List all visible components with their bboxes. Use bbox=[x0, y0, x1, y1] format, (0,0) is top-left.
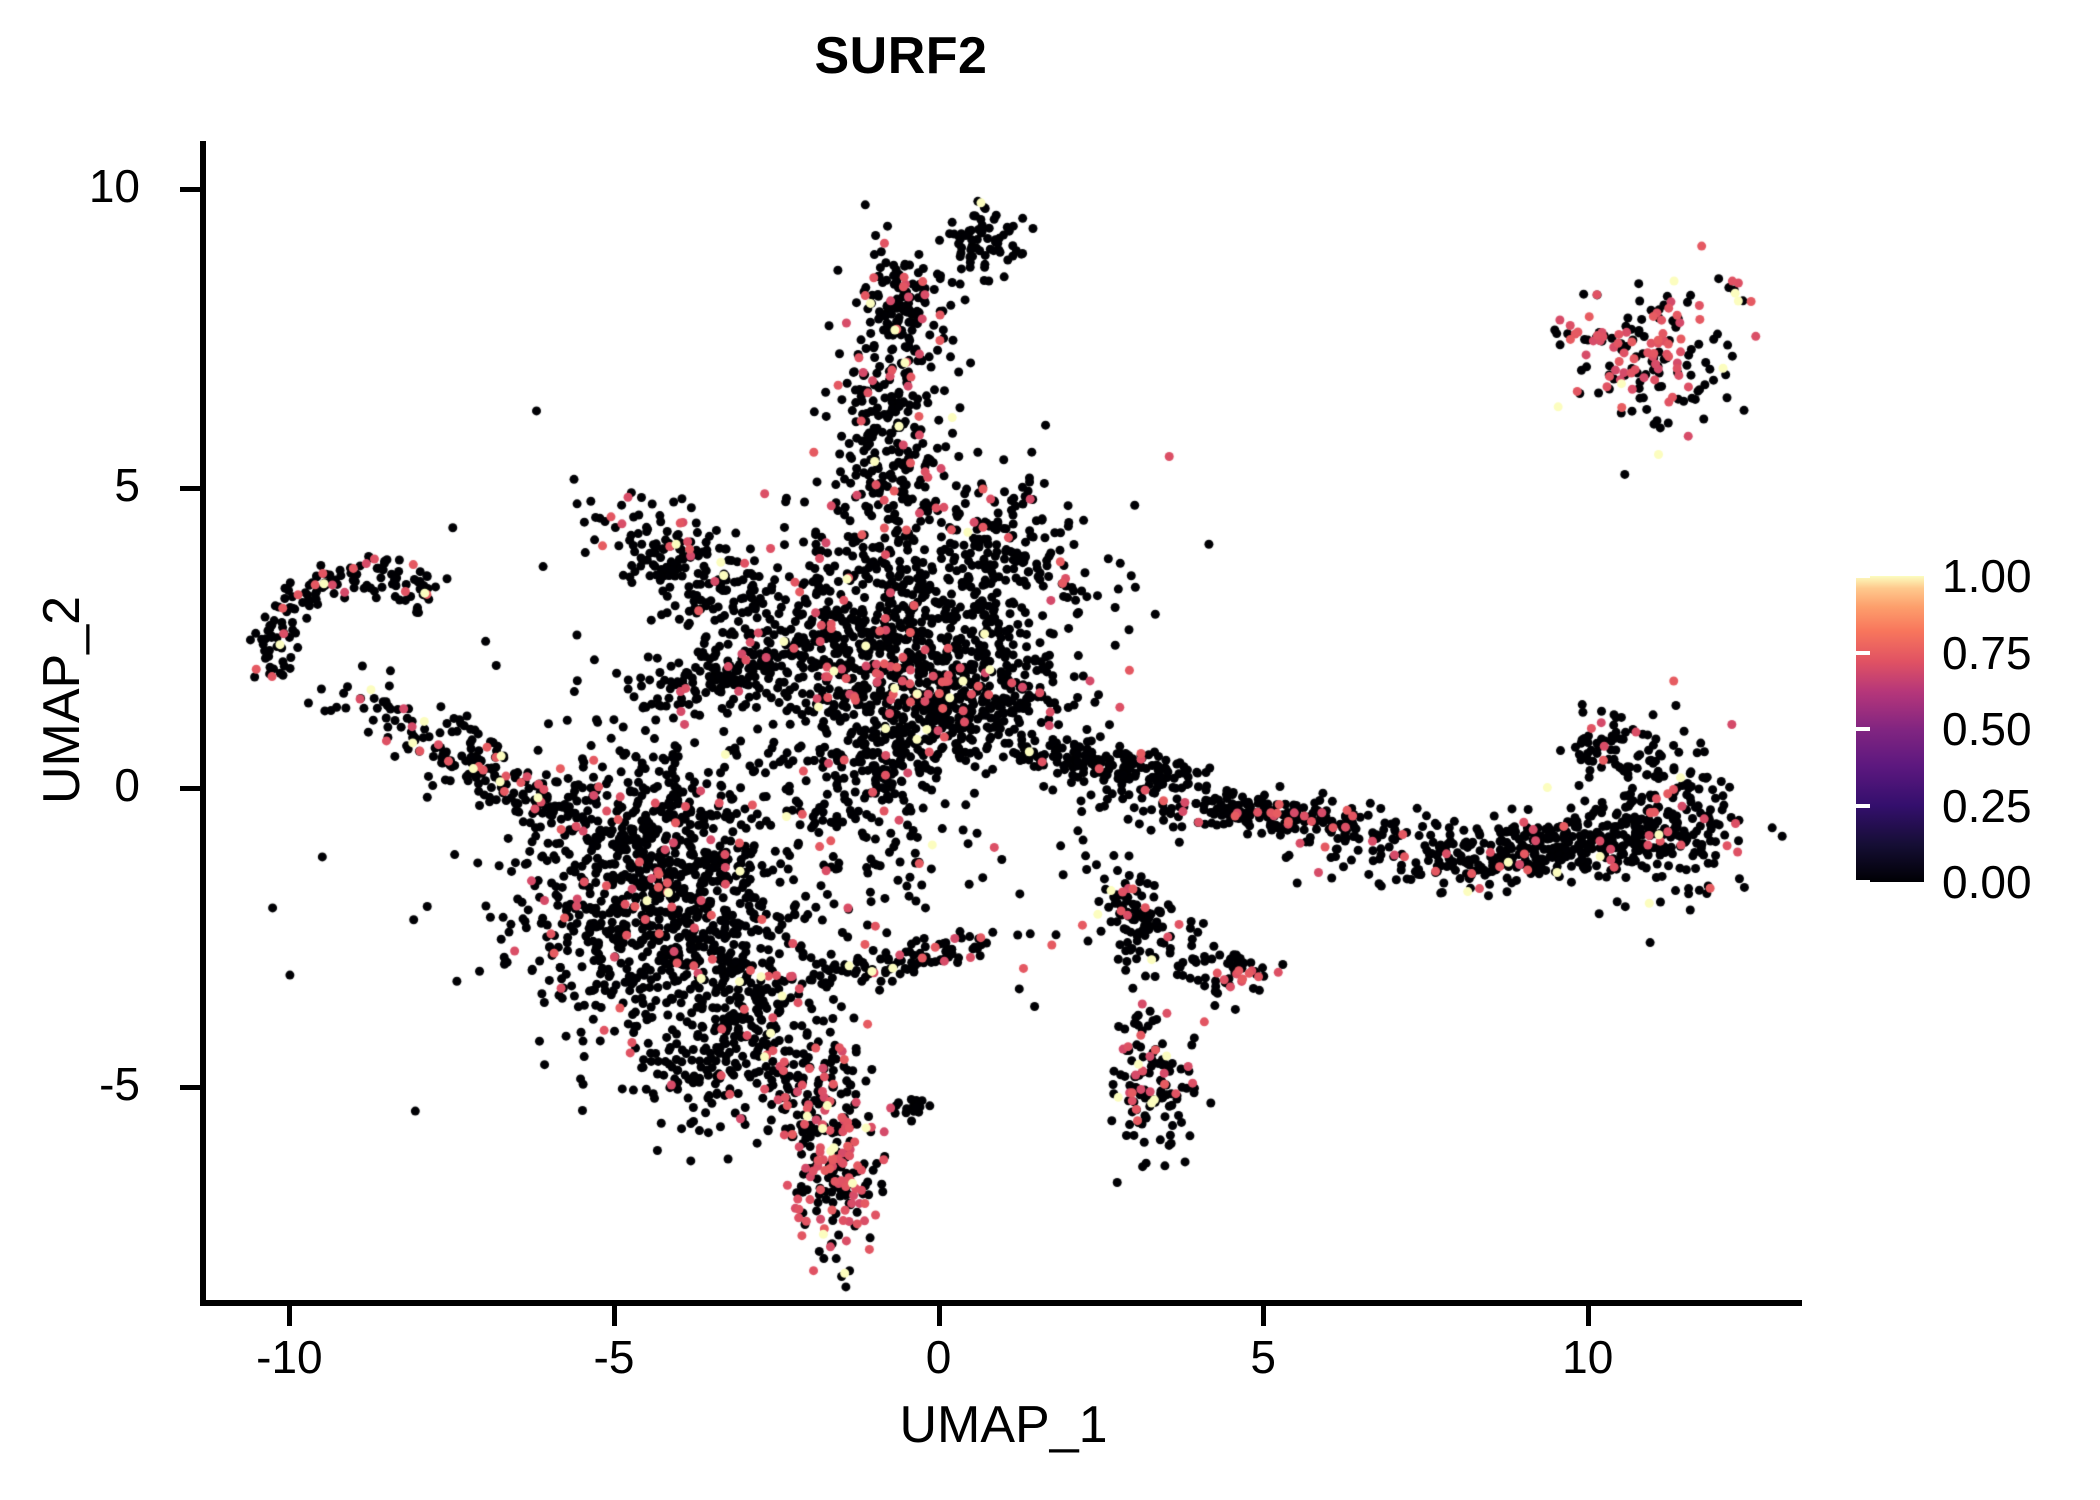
y-axis-line bbox=[200, 141, 206, 1306]
colorbar-tick-mark bbox=[2072, 803, 2086, 808]
colorbar-tick-mark bbox=[2072, 880, 2086, 884]
x-tick-mark bbox=[936, 1306, 942, 1326]
x-tick-label: 5 bbox=[1250, 1331, 1276, 1383]
y-tick-mark bbox=[180, 1085, 200, 1091]
colorbar-tick-label: 0.25 bbox=[1942, 779, 2032, 832]
y-axis-title: UMAP_2 bbox=[33, 595, 91, 805]
page-title: SURF2 bbox=[814, 27, 988, 85]
scatter-plot-panel bbox=[205, 141, 1802, 1303]
colorbar-tick-mark bbox=[1856, 803, 1870, 808]
y-tick-label: -5 bbox=[99, 1058, 140, 1111]
x-axis-line bbox=[200, 1300, 1802, 1306]
colorbar-tick-label: 0.50 bbox=[1942, 703, 2032, 755]
x-tick-mark bbox=[287, 1306, 293, 1326]
x-axis-title: UMAP_1 bbox=[899, 1396, 1108, 1454]
x-tick-label: -10 bbox=[256, 1331, 323, 1383]
x-tick-label: -5 bbox=[593, 1331, 635, 1383]
x-tick-label: 0 bbox=[925, 1331, 952, 1383]
y-tick-mark bbox=[180, 186, 200, 192]
x-tick-label: 10 bbox=[1562, 1331, 1614, 1383]
colorbar-tick-mark bbox=[1856, 574, 1870, 578]
x-tick-mark bbox=[1585, 1306, 1591, 1326]
colorbar-tick-label: 0.00 bbox=[1942, 856, 2032, 908]
x-tick-mark bbox=[611, 1306, 617, 1326]
colorbar-tick-label: 1.00 bbox=[1942, 550, 2032, 602]
colorbar-tick-mark bbox=[1856, 727, 1870, 731]
y-tick-label: 0 bbox=[114, 758, 140, 811]
colorbar-tick-mark bbox=[2072, 650, 2086, 655]
colorbar-tick-mark bbox=[2072, 727, 2086, 731]
y-tick-mark bbox=[180, 486, 200, 492]
colorbar-tick-mark bbox=[1856, 880, 1870, 884]
y-tick-label: 5 bbox=[114, 459, 140, 512]
colorbar-tick-label: 0.75 bbox=[1942, 626, 2032, 679]
scatter-points-layer bbox=[205, 141, 1802, 1303]
colorbar-legend: 0.00 0.25 0.50 0.75 1.00 bbox=[1856, 550, 2086, 908]
colorbar-tick-mark bbox=[2072, 574, 2086, 578]
colorbar-tick-mark bbox=[1856, 650, 1870, 655]
y-tick-mark bbox=[180, 785, 200, 791]
y-tick-label: 10 bbox=[88, 159, 140, 212]
x-tick-mark bbox=[1261, 1306, 1267, 1326]
